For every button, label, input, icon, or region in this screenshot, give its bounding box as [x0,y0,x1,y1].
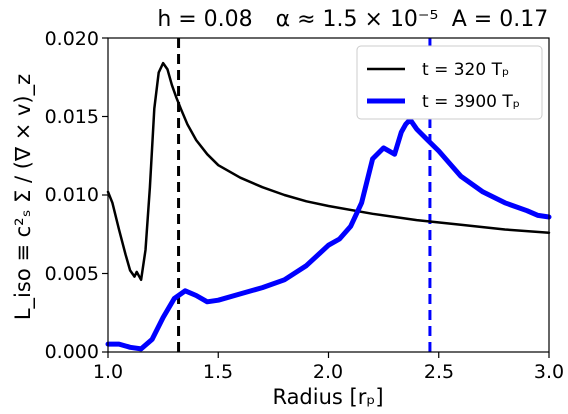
title-h: h = 0.08 [157,7,252,32]
plot-frame [107,37,550,353]
x-tick-label: 1.5 [203,361,233,383]
y-tick-label: 0.000 [45,341,99,363]
legend: t = 320 Tₚ t = 3900 Tₚ [356,45,543,120]
x-tick-label: 3.0 [534,361,564,383]
y-tick-label: 0.020 [45,28,99,50]
ticks [102,37,550,358]
legend-label-black: t = 320 Tₚ [422,60,509,80]
series-lines [105,61,552,352]
x-tick-label: 2.5 [424,361,454,383]
legend-label-blue: t = 3900 Tₚ [422,92,520,112]
x-tick-label: 2.0 [313,361,343,383]
y-tick-label: 0.015 [45,106,99,128]
x-axis-label: Radius [rₚ] [272,385,383,409]
x-tick-label: 1.0 [93,361,123,383]
y-tick-label: 0.010 [45,184,99,206]
y-axis-label: L_iso ≡ c²ₛ Σ / (∇ × v)_z [11,74,36,320]
series-line-3900 [105,117,552,352]
title-alpha: α ≈ 1.5 × 10⁻⁵ [276,7,439,32]
title-a: A = 0.17 [452,7,548,32]
series-line-320 [106,61,551,282]
y-tick-label: 0.005 [45,263,99,285]
